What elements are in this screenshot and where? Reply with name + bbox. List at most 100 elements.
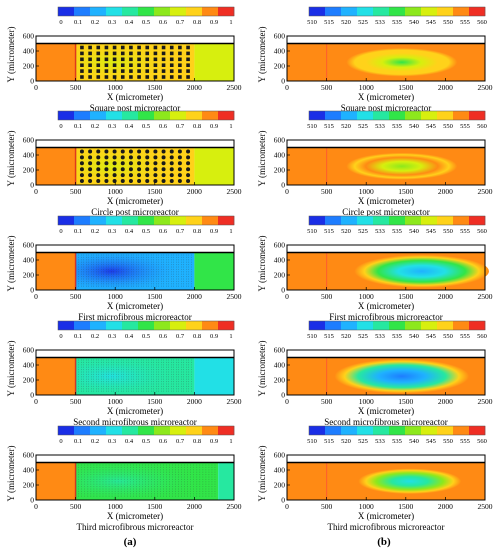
panel-caption: Square post microreactor <box>341 103 431 113</box>
legend-tick-label: 0.6 <box>159 123 168 130</box>
chart-panel-a-2: 0 0.1 0.2 0.3 0.4 0.5 0.6 0.7 0.8 0.9 1 0 500 1000 150… <box>6 110 242 217</box>
square-post <box>120 69 125 73</box>
x-tick-label: 0 <box>34 292 38 301</box>
legend-tick-label: 0.3 <box>108 333 116 340</box>
legend-swatch <box>202 216 219 225</box>
square-post <box>96 57 101 62</box>
legend-swatch <box>469 321 486 330</box>
square-post <box>80 69 84 73</box>
circle-post <box>96 173 101 178</box>
legend-swatch <box>437 216 454 225</box>
legend-swatch <box>74 426 91 435</box>
legend-tick-label: 1 <box>229 228 232 235</box>
panel-caption: Second microfibrous microreactor <box>324 417 447 427</box>
circle-post <box>145 167 150 172</box>
chart-panel-b-5: 510 515 520 525 533 535 540 545 550 555 560 0 500 100… <box>257 425 493 532</box>
legend-swatch <box>357 7 374 16</box>
square-post <box>129 69 133 73</box>
y-tick-label: 400 <box>274 151 286 160</box>
legend-tick-label: 0 <box>59 333 62 340</box>
legend-tick-label: 0.9 <box>210 19 218 26</box>
x-tick-label: 2500 <box>227 502 242 511</box>
empty-region <box>287 36 485 44</box>
x-tick-label: 2500 <box>227 397 242 406</box>
square-post <box>80 51 84 56</box>
axes-frame <box>286 35 486 82</box>
legend-swatch <box>309 111 326 120</box>
square-post <box>129 45 133 50</box>
legend-tick-label: 0.9 <box>210 333 218 340</box>
legend-tick-label: 0.5 <box>142 228 150 235</box>
legend-swatch <box>309 7 326 16</box>
panel-caption: Circle post microreactor <box>91 207 178 217</box>
circle-post <box>186 167 191 172</box>
square-post <box>88 51 92 56</box>
legend-tick-label: 560 <box>477 123 487 130</box>
x-tick-label: 1000 <box>108 397 123 406</box>
square-post <box>120 51 125 56</box>
inlet-zone <box>36 462 76 500</box>
legend-tick-label: 555 <box>460 438 470 445</box>
square-post <box>145 63 150 67</box>
legend-swatch <box>357 216 374 225</box>
legend-swatch <box>218 426 235 435</box>
legend-tick-label: 533 <box>375 333 385 340</box>
reaction-shading <box>75 252 195 290</box>
square-post <box>88 45 92 50</box>
x-axis-label: X (micrometer) <box>358 196 414 206</box>
circle-post <box>137 173 142 178</box>
square-post <box>104 45 109 50</box>
legend-frame <box>308 320 486 331</box>
legend-frame <box>57 6 235 17</box>
panel-caption: Second microfibrous microreactor <box>73 417 196 427</box>
circle-post <box>128 161 133 166</box>
x-axis-label: X (micrometer) <box>107 511 163 521</box>
panel-caption: First microfibrous microreactor <box>329 312 442 322</box>
legend-swatch <box>325 111 342 120</box>
y-tick-label: 600 <box>274 136 286 145</box>
temperature-core <box>354 254 489 288</box>
square-post <box>169 45 174 50</box>
legend-tick-label: 0 <box>59 19 62 26</box>
x-tick-label: 2500 <box>227 292 242 301</box>
legend-swatch <box>373 216 390 225</box>
square-post <box>88 69 92 73</box>
legend-swatch <box>74 321 91 330</box>
legend-swatch <box>106 426 123 435</box>
x-tick-label: 1500 <box>398 397 413 406</box>
circle-post <box>186 155 191 160</box>
x-tick-label: 500 <box>70 187 82 196</box>
square-post <box>161 45 166 50</box>
x-tick-label: 2500 <box>478 502 493 511</box>
y-tick-label: 400 <box>274 361 286 370</box>
square-post <box>169 51 174 56</box>
y-tick-label: 600 <box>274 346 286 355</box>
square-post <box>153 63 158 67</box>
x-tick-label: 1000 <box>359 502 374 511</box>
y-tick-label: 600 <box>23 241 35 250</box>
panel-caption: Third microfibrous microreactor <box>77 522 194 532</box>
y-tick-label: 0 <box>281 391 285 400</box>
legend-tick-label: 560 <box>477 333 487 340</box>
square-post <box>80 57 84 62</box>
legend-tick-label: 535 <box>392 19 402 26</box>
circle-post <box>161 149 166 154</box>
legend-swatch <box>309 321 326 330</box>
y-tick-label: 600 <box>274 451 286 460</box>
legend-tick-label: 0.3 <box>108 438 116 445</box>
square-post <box>153 51 158 56</box>
y-axis-label: Y (micrometer) <box>6 27 16 83</box>
x-axis-label: X (micrometer) <box>107 301 163 311</box>
circle-post <box>145 155 150 160</box>
legend-swatch <box>341 111 358 120</box>
field <box>287 140 485 185</box>
circle-post <box>96 161 101 166</box>
x-tick-label: 1500 <box>398 187 413 196</box>
x-tick-label: 1000 <box>359 187 374 196</box>
y-tick-label: 0 <box>30 77 34 86</box>
legend-tick-label: 515 <box>324 19 334 26</box>
legend-tick-label: 0.4 <box>125 228 134 235</box>
y-tick-label: 200 <box>23 271 35 280</box>
legend-tick-label: 510 <box>307 19 317 26</box>
square-post <box>129 51 133 56</box>
